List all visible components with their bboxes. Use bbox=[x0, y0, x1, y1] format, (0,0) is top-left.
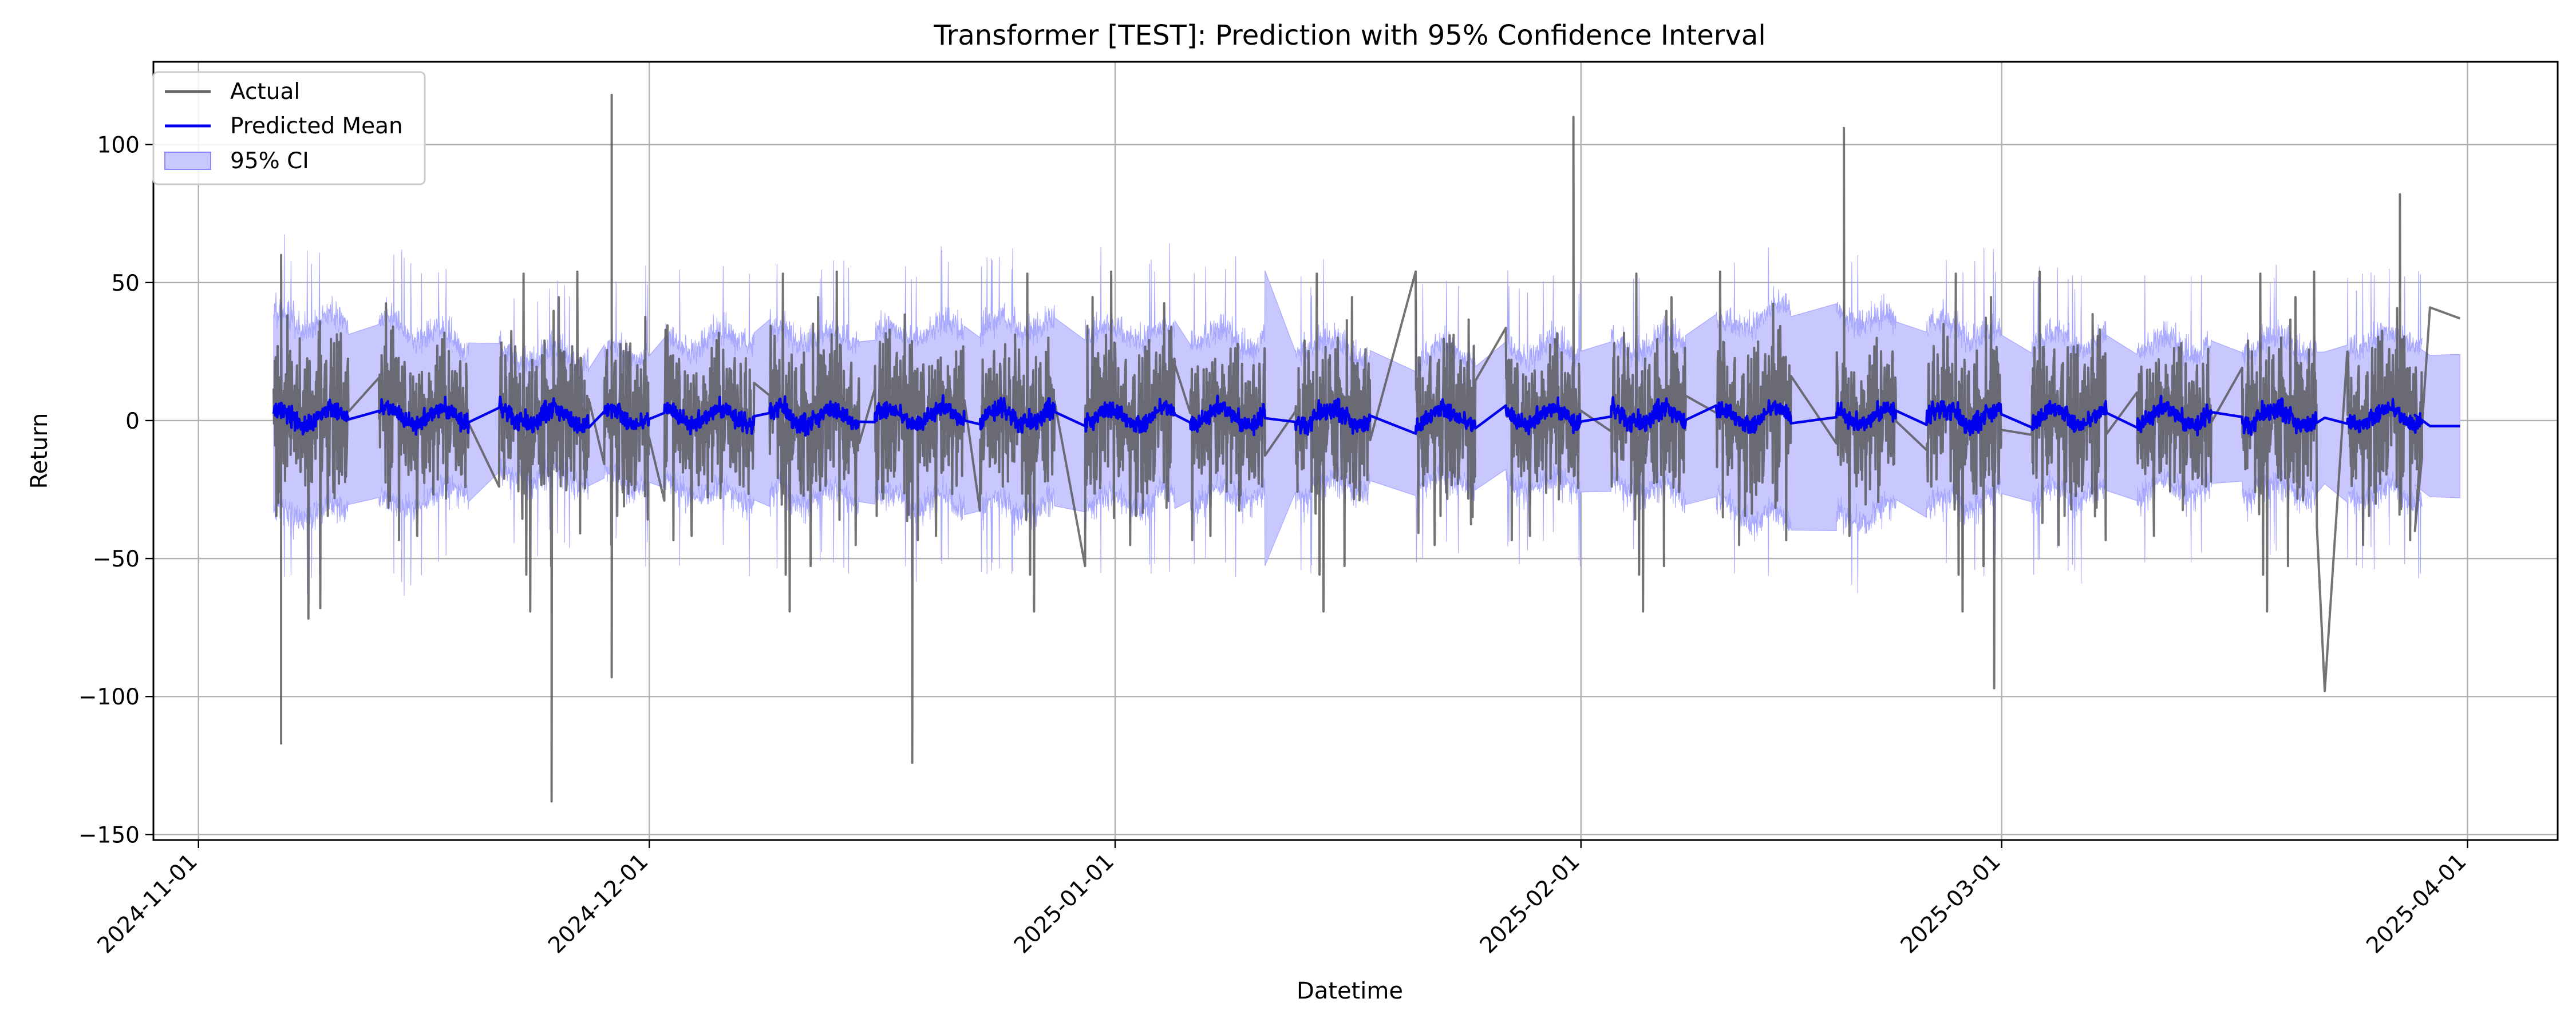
y-axis-label: Return bbox=[26, 413, 53, 489]
y-tick-label: −50 bbox=[93, 546, 140, 572]
chart-title: Transformer [TEST]: Prediction with 95% … bbox=[933, 19, 1765, 52]
y-tick-label: −150 bbox=[78, 822, 140, 848]
legend-box bbox=[152, 71, 426, 185]
legend: Actual Predicted Mean 95% CI bbox=[152, 71, 426, 185]
legend-entry-predicted-mean: Predicted Mean bbox=[230, 113, 403, 139]
x-axis-label: Datetime bbox=[1297, 978, 1403, 1004]
predicted-mean-series bbox=[272, 394, 2460, 437]
y-tick-label: −100 bbox=[78, 684, 140, 710]
y-tick-label: 50 bbox=[111, 271, 140, 296]
legend-entry-ci: 95% CI bbox=[230, 148, 309, 174]
plot-frame bbox=[152, 61, 2559, 841]
y-tick-label: 100 bbox=[97, 133, 140, 159]
legend-entry-actual: Actual bbox=[230, 79, 300, 105]
predicted-mean-line bbox=[272, 394, 2460, 437]
y-tick-label: 0 bbox=[125, 409, 140, 434]
y-axis: −150 −100 −50 0 50 100 bbox=[78, 133, 153, 848]
legend-swatch-ci bbox=[164, 152, 211, 170]
